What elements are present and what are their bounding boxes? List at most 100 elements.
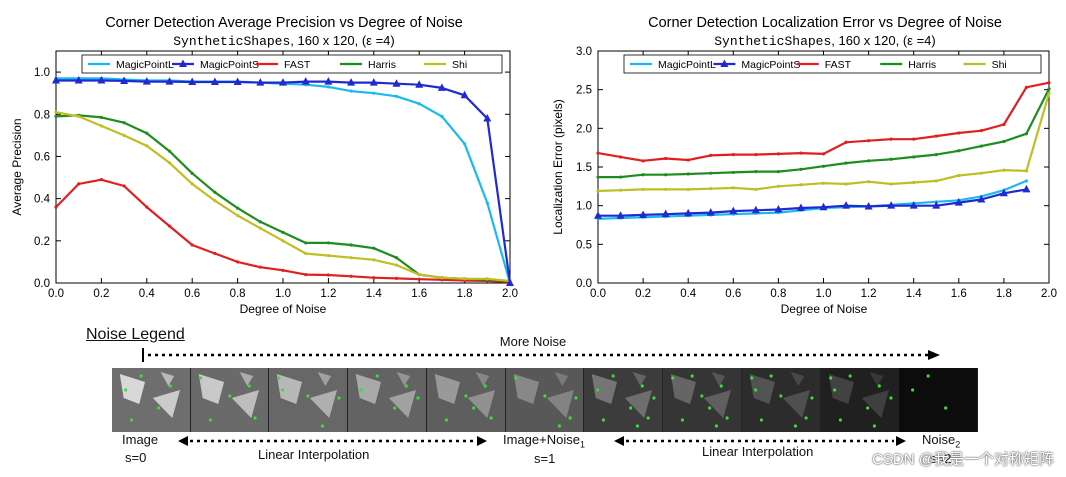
data-point-shi [349, 256, 353, 260]
keypoint-dot [793, 424, 797, 428]
noise-legend-section: Noise Legend More Noise Image s=0 Linear… [0, 322, 1066, 477]
legend-marker-magicpoints [720, 59, 729, 67]
data-point-shi [394, 263, 399, 267]
data-point-magicpoints [706, 208, 715, 216]
data-point-magicpoints [210, 77, 219, 86]
localization-error-chart: Corner Detection Localization Error vs D… [536, 0, 1066, 322]
keypoint-dot [574, 396, 578, 400]
keypoint-dot [725, 416, 729, 420]
keypoint-dot [129, 418, 133, 422]
data-point-shi [213, 199, 217, 203]
chart-title: Corner Detection Average Precision vs De… [105, 15, 463, 31]
data-point-harris [731, 170, 735, 175]
data-point-shi [889, 182, 893, 186]
data-point-fast [236, 260, 240, 264]
legend-label-harris: Harris [908, 59, 936, 71]
x-tick-label: 0.4 [139, 288, 156, 300]
data-point-magicpoints [639, 210, 648, 218]
chart-subtitle-dataset: SyntheticShapes [714, 34, 831, 49]
shape-small [396, 372, 411, 386]
data-point-shi [821, 181, 826, 185]
data-point-shi [1002, 168, 1006, 172]
data-point-fast [889, 137, 893, 141]
data-point-shi [664, 187, 668, 192]
x-tick-label: 0.0 [48, 288, 64, 300]
data-point-fast [1002, 122, 1006, 127]
data-point-magicpoints [347, 78, 356, 86]
data-point-shi [641, 187, 645, 192]
shape-small [790, 372, 805, 386]
noise-sample-image [670, 372, 732, 428]
data-point-shi [145, 144, 149, 148]
data-point-fast [641, 159, 645, 163]
data-point-shi [754, 187, 758, 192]
legend-box [81, 54, 503, 74]
y-tick-label: 0.0 [576, 278, 592, 290]
data-point-harris [372, 246, 376, 250]
x-tick-label: 0.0 [590, 288, 606, 300]
keypoint-dot [208, 418, 212, 422]
data-point-shi [372, 258, 376, 262]
keypoint-dot [472, 406, 476, 410]
keypoint-dot [253, 416, 257, 420]
data-point-shi [167, 161, 172, 165]
data-point-fast [709, 153, 713, 157]
data-point-harris [641, 173, 645, 177]
data-point-magicpoints [324, 77, 333, 85]
keypoint-dot [513, 376, 517, 380]
keypoint-dot [646, 416, 651, 420]
data-point-magicpoints [142, 77, 151, 85]
data-point-harris [213, 190, 217, 194]
data-point-harris [709, 171, 713, 175]
data-point-fast [213, 251, 217, 256]
keypoint-dot [360, 388, 364, 392]
data-point-fast [145, 205, 149, 209]
more-noise-label: More Noise [499, 334, 567, 349]
y-ticks: 0.0 0.2 0.4 0.6 0.8 1.0 [34, 67, 510, 290]
keypoint-dot [139, 374, 143, 378]
label-noise-text: Noise [922, 432, 956, 447]
x-tick-label: 0.2 [93, 288, 109, 300]
keypoint-dot [596, 388, 600, 392]
data-point-fast [867, 139, 871, 143]
shape-quad [670, 374, 697, 404]
data-point-harris [957, 149, 961, 153]
data-point-shi [258, 226, 262, 230]
x-tick-label: 0.4 [680, 288, 697, 300]
legend-label-magicpointl: MagicPointL [116, 59, 174, 71]
series-line-magicpointl [597, 179, 1027, 220]
data-point-fast [54, 205, 58, 209]
series-line-fast [597, 81, 1050, 162]
noise-sample-tile [741, 368, 821, 432]
keypoint-dot [612, 374, 616, 378]
data-point-magicpoints [977, 194, 986, 203]
data-point-harris [99, 115, 103, 120]
data-point-magicpointl [440, 114, 444, 118]
noise-sample-tile [505, 368, 585, 432]
y-tick-label: 1.0 [34, 67, 50, 79]
data-point-fast [167, 224, 172, 228]
x-tick-label: 1.0 [275, 288, 291, 300]
shape-quad [592, 374, 618, 404]
keypoint-dot [641, 384, 645, 388]
y-tick-label: 1.0 [576, 201, 592, 213]
keypoint-dot [404, 384, 409, 388]
keypoint-dot [877, 384, 881, 388]
label-s0: s=0 [125, 450, 147, 465]
data-point-harris [167, 149, 172, 153]
data-point-harris [912, 155, 916, 159]
label-noise: Noise2 [922, 432, 960, 450]
data-point-fast [99, 178, 103, 182]
keypoint-dot [926, 374, 931, 378]
data-point-magicpoints [932, 201, 941, 209]
keypoint-dot [629, 406, 633, 410]
noise-sample-tile [348, 368, 427, 432]
y-ticks: 0.0 0.5 1.0 1.5 2.0 2.5 3.0 [576, 46, 1049, 290]
noise-sample-image [355, 372, 420, 418]
keypoint-dot [306, 394, 310, 398]
series-line-harris [55, 114, 511, 282]
legend-label-fast: FAST [284, 59, 311, 71]
series-line-magicpoints [56, 79, 512, 284]
chart-subtitle-dataset: SyntheticShapes [173, 34, 290, 49]
data-point-harris [889, 157, 893, 161]
